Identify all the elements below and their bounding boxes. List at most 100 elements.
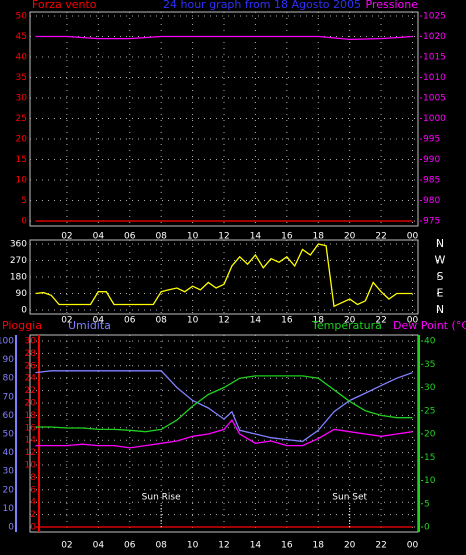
x-tick-label: 22	[375, 316, 386, 326]
series-line	[35, 370, 413, 443]
y-tick-label: 50	[3, 430, 15, 440]
y-tick-label: 30	[3, 467, 15, 477]
y-tick-label: 90	[3, 355, 15, 365]
x-tick-label: 16	[281, 232, 293, 242]
y-tick-label: 18	[25, 411, 37, 421]
y-tick-label: 1015	[423, 53, 446, 63]
x-tick-label: 18	[313, 541, 325, 551]
y-tick-label: S	[437, 270, 444, 283]
y-tick-label: 25	[424, 406, 435, 416]
x-tick-label: 18	[313, 232, 325, 242]
y-tick-label: 80	[3, 374, 15, 384]
x-tick-label: 12	[218, 232, 229, 242]
y-tick-label: 70	[3, 392, 15, 402]
chart-title: 24 hour graph from 18 Agosto 2005	[163, 0, 361, 11]
series-line	[35, 375, 413, 433]
y-tick-label: 15	[16, 155, 27, 165]
x-tick-label: 12	[218, 541, 229, 551]
y-tick-label: 40	[16, 53, 28, 63]
y-tick-label: 0	[21, 306, 27, 316]
y-tick-label: 50	[16, 12, 28, 22]
y-tick-label: 1025	[423, 12, 446, 22]
x-tick-label: 02	[61, 232, 72, 242]
y-tick-label: N	[436, 303, 444, 316]
y-tick-label: W	[435, 254, 446, 267]
y-tick-label: 0	[8, 523, 14, 533]
x-tick-label: 18	[313, 316, 325, 326]
x-tick-label: 06	[124, 541, 136, 551]
y-tick-label: 990	[423, 155, 440, 165]
y-tick-label: 10	[16, 176, 28, 186]
x-tick-label: 20	[344, 232, 356, 242]
y-tick-label: 20	[25, 399, 37, 409]
x-tick-label: 02	[61, 316, 72, 326]
x-tick-label: 16	[281, 316, 293, 326]
y-tick-label: 20	[16, 135, 28, 145]
y-tick-label: 30	[16, 94, 28, 104]
legend-label: Pioggia	[2, 319, 42, 332]
series-line	[35, 243, 413, 308]
x-tick-label: 04	[93, 541, 105, 551]
y-tick-label: 40	[424, 337, 436, 347]
y-tick-label: 4	[30, 498, 36, 508]
x-tick-label: 08	[155, 316, 167, 326]
y-tick-label: 22	[25, 386, 36, 396]
y-tick-label: 28	[25, 349, 37, 359]
y-tick-label: 180	[10, 273, 27, 283]
annotation: Sun Set	[332, 493, 367, 503]
y-tick-label: 270	[10, 256, 27, 266]
x-tick-label: 20	[344, 316, 356, 326]
legend-label: Dew Point (°C)	[393, 319, 466, 332]
y-tick-label: 16	[25, 423, 37, 433]
x-tick-label: 14	[250, 316, 262, 326]
x-tick-label: 02	[61, 541, 72, 551]
x-tick-label: 08	[155, 232, 167, 242]
y-tick-label: 2	[30, 510, 36, 520]
y-tick-label: 30	[25, 337, 37, 347]
x-tick-label: 10	[187, 232, 199, 242]
y-tick-label: 12	[25, 448, 36, 458]
x-tick-label: 22	[375, 232, 386, 242]
y-tick-label: 975	[423, 217, 440, 227]
x-tick-label: 00	[407, 232, 419, 242]
x-tick-label: 14	[250, 541, 262, 551]
y-tick-label: 1000	[423, 114, 446, 124]
y-tick-label: 35	[16, 73, 27, 83]
y-tick-label: 35	[424, 360, 435, 370]
x-tick-label: 06	[124, 232, 136, 242]
y-tick-label: 8	[30, 473, 36, 483]
x-tick-label: 22	[375, 541, 386, 551]
x-tick-label: 00	[407, 541, 419, 551]
y-tick-label: 985	[423, 176, 440, 186]
x-tick-label: 10	[187, 316, 199, 326]
y-tick-label: 1020	[423, 32, 446, 42]
y-tick-label: 0	[424, 523, 430, 533]
x-tick-label: 16	[281, 541, 293, 551]
y-tick-label: 45	[16, 32, 27, 42]
series-line	[35, 35, 413, 41]
x-tick-label: 00	[407, 316, 419, 326]
y-tick-label: 20	[424, 430, 436, 440]
x-tick-label: 20	[344, 541, 356, 551]
y-tick-label: 26	[25, 361, 37, 371]
legend-label: Umidita	[68, 319, 111, 332]
y-tick-label: 995	[423, 135, 440, 145]
y-tick-label: 100	[0, 337, 14, 347]
y-tick-label: 5	[21, 196, 27, 206]
series-line	[35, 418, 413, 449]
y-tick-label: 1010	[423, 73, 446, 83]
legend-label: Temperatura	[311, 319, 382, 332]
y-tick-label: E	[437, 287, 444, 300]
x-tick-label: 08	[155, 541, 167, 551]
annotation: Sun Rise	[142, 493, 181, 503]
y-tick-label: 0	[21, 217, 27, 227]
y-tick-label: 24	[25, 374, 37, 384]
y-tick-label: 10	[25, 461, 37, 471]
x-tick-label: 04	[93, 232, 105, 242]
y-tick-label: 30	[424, 383, 436, 393]
y-tick-label: 360	[10, 240, 27, 250]
y-tick-label: 90	[16, 289, 28, 299]
y-tick-label: N	[436, 237, 444, 250]
